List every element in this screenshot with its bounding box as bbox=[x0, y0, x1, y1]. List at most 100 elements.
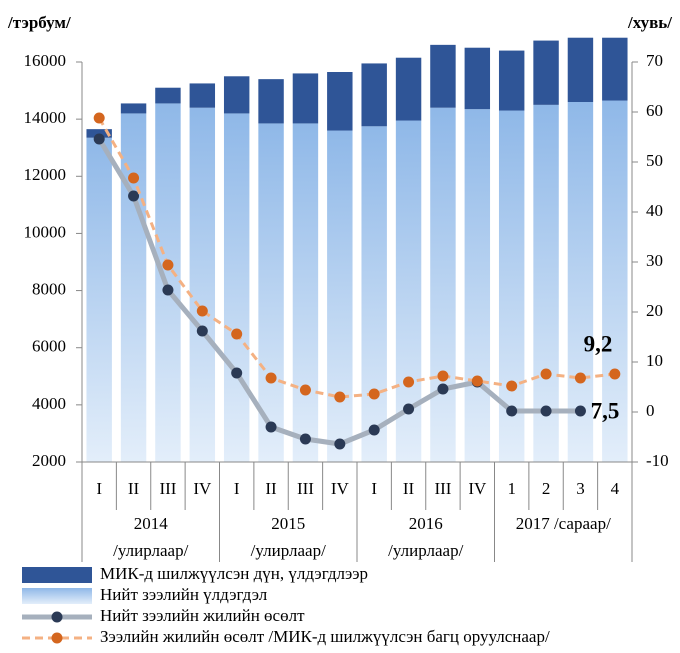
line-marker bbox=[574, 405, 586, 417]
bar bbox=[155, 103, 181, 462]
line-marker bbox=[128, 172, 140, 184]
x-tick-label: II bbox=[128, 479, 140, 498]
bar bbox=[567, 102, 594, 462]
bar bbox=[120, 103, 147, 114]
y2-tick-label: 60 bbox=[646, 101, 663, 120]
bar bbox=[292, 73, 319, 124]
y-tick-label: 10000 bbox=[24, 222, 67, 241]
group-label: /улирлаар/ bbox=[388, 541, 463, 560]
y2-tick-label: 70 bbox=[646, 51, 663, 70]
x-tick-label: III bbox=[159, 479, 176, 498]
line-marker bbox=[437, 383, 449, 395]
line-marker bbox=[506, 405, 518, 417]
line-marker bbox=[540, 368, 552, 380]
line-marker bbox=[334, 438, 346, 450]
line-marker bbox=[265, 421, 277, 433]
bar bbox=[258, 123, 284, 462]
line-marker bbox=[162, 259, 174, 271]
group-label: 2016 bbox=[409, 514, 443, 533]
bar bbox=[327, 130, 353, 463]
bar bbox=[430, 44, 456, 108]
y2-tick-label: 40 bbox=[646, 201, 663, 220]
line-marker bbox=[609, 368, 621, 380]
y-tick-label: 6000 bbox=[32, 337, 66, 356]
x-tick-label: I bbox=[371, 479, 377, 498]
y-tick-label: 14000 bbox=[24, 108, 67, 127]
legend-marker bbox=[51, 632, 63, 644]
line-marker bbox=[93, 133, 105, 145]
y-tick-label: 16000 bbox=[24, 51, 67, 70]
y-tick-label: 8000 bbox=[32, 279, 66, 298]
bar bbox=[189, 83, 216, 108]
x-tick-label: I bbox=[234, 479, 240, 498]
group-label: 2017 /сараар/ bbox=[516, 514, 611, 533]
line-marker bbox=[231, 328, 243, 340]
x-tick-label: 1 bbox=[507, 479, 516, 498]
x-tick-label: III bbox=[434, 479, 451, 498]
bar bbox=[292, 123, 319, 462]
line-marker bbox=[368, 424, 380, 436]
y2-tick-label: 30 bbox=[646, 251, 663, 270]
bar bbox=[533, 40, 559, 105]
line-marker bbox=[506, 380, 518, 392]
bar bbox=[155, 87, 181, 104]
y2-tick-label: 10 bbox=[646, 351, 663, 370]
y2-axis-label: /хувь/ bbox=[627, 13, 672, 32]
bar bbox=[258, 79, 284, 124]
y2-tick-label: 50 bbox=[646, 151, 663, 170]
x-tick-label: 3 bbox=[576, 479, 585, 498]
line-marker bbox=[334, 391, 346, 403]
line-marker bbox=[574, 372, 586, 384]
group-label: 2015 bbox=[271, 514, 305, 533]
bar bbox=[464, 47, 491, 110]
y2-tick-label: -10 bbox=[646, 451, 669, 470]
bar bbox=[327, 72, 353, 131]
x-tick-label: IV bbox=[331, 479, 350, 498]
line-marker bbox=[403, 376, 415, 388]
x-tick-label: IV bbox=[193, 479, 212, 498]
bar bbox=[464, 109, 491, 463]
line-marker bbox=[368, 388, 380, 400]
line-marker bbox=[265, 372, 277, 384]
line-marker bbox=[196, 305, 208, 317]
line-marker bbox=[540, 405, 552, 417]
line-marker bbox=[231, 367, 243, 379]
x-tick-label: 4 bbox=[611, 479, 620, 498]
group-label: /улирлаар/ bbox=[113, 541, 188, 560]
bar bbox=[223, 113, 250, 462]
x-tick-label: II bbox=[265, 479, 277, 498]
legend-swatch bbox=[22, 588, 92, 604]
line-marker bbox=[128, 190, 140, 202]
legend-swatch bbox=[22, 567, 92, 583]
line-marker bbox=[299, 384, 311, 396]
bar bbox=[86, 129, 112, 138]
x-tick-label: IV bbox=[468, 479, 487, 498]
bar bbox=[498, 50, 525, 111]
x-tick-label: I bbox=[96, 479, 102, 498]
legend-label: Зээлийн жилийн өсөлт /МИК-д шилжүүлсэн б… bbox=[100, 627, 550, 646]
y-tick-label: 2000 bbox=[32, 451, 66, 470]
group-label: 2014 bbox=[134, 514, 169, 533]
line-marker bbox=[437, 370, 449, 382]
x-tick-label: II bbox=[403, 479, 415, 498]
group-label: /улирлаар/ bbox=[251, 541, 326, 560]
bar bbox=[533, 104, 559, 462]
x-tick-label: III bbox=[297, 479, 314, 498]
bar bbox=[361, 126, 387, 463]
line-marker bbox=[196, 325, 208, 337]
legend-marker bbox=[51, 611, 63, 623]
legend-label: МИК-д шилжүүлсэн дүн, үлдэгдлээр bbox=[100, 564, 368, 583]
annotation: 9,2 bbox=[584, 331, 613, 356]
line-marker bbox=[299, 433, 311, 445]
y-tick-label: 4000 bbox=[32, 394, 66, 413]
bar bbox=[86, 137, 112, 462]
y-tick-label: 12000 bbox=[24, 165, 67, 184]
legend-label: Нийт зээлийн үлдэгдэл bbox=[100, 585, 268, 604]
bar bbox=[602, 37, 628, 101]
bar bbox=[361, 63, 387, 127]
y2-tick-label: 0 bbox=[646, 401, 655, 420]
line bbox=[97, 117, 615, 399]
bar bbox=[223, 76, 250, 114]
line-marker bbox=[93, 112, 105, 124]
